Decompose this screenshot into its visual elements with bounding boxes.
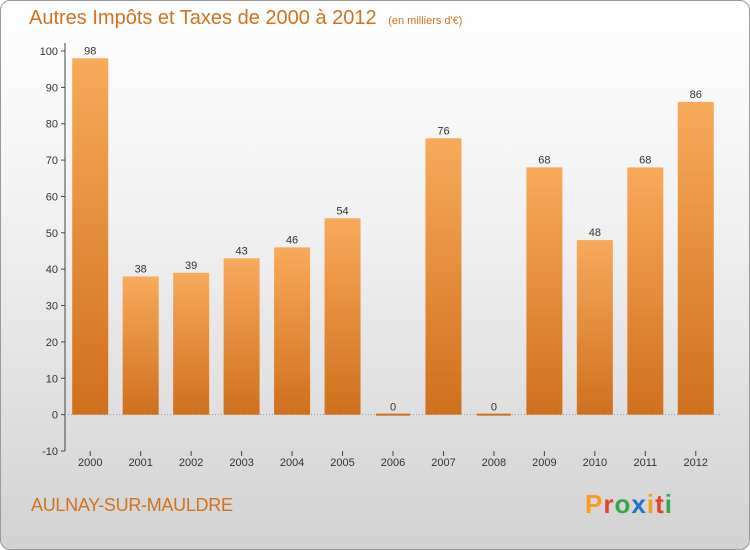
x-tick-label: 2010 [583, 457, 607, 469]
x-tick-label: 2004 [280, 457, 304, 469]
proxiti-logo: Proxiti [585, 489, 673, 520]
x-tick-label: 2000 [78, 457, 102, 469]
y-tick-label: 100 [40, 46, 58, 58]
x-tick-label: 2001 [128, 457, 152, 469]
data-label: 48 [589, 227, 601, 239]
data-label: 46 [286, 234, 298, 246]
y-tick-label: 70 [46, 155, 58, 167]
data-label: 86 [690, 89, 702, 101]
x-tick-label: 2011 [633, 457, 657, 469]
bar [324, 218, 361, 415]
x-tick-label: 2003 [229, 457, 253, 469]
data-label: 68 [538, 154, 550, 166]
y-tick-label: 30 [46, 301, 58, 313]
y-tick-label: 10 [46, 373, 58, 385]
bar [425, 138, 462, 415]
bar [274, 247, 311, 415]
y-tick-label: 50 [46, 228, 58, 240]
y-tick-label: 0 [52, 410, 58, 422]
data-label: 54 [336, 205, 348, 217]
bar [576, 240, 613, 415]
data-label: 43 [235, 245, 247, 257]
data-label: 39 [185, 260, 197, 272]
y-tick-label: 90 [46, 82, 58, 94]
x-tick-label: 2006 [381, 457, 405, 469]
logo-letter: x [631, 489, 647, 519]
bar [122, 276, 159, 415]
x-tick-label: 2009 [532, 457, 556, 469]
bar [376, 413, 410, 416]
data-label: 68 [639, 154, 651, 166]
bar [677, 101, 714, 415]
chart-title-text: Autres Impôts et Taxes de 2000 à 2012 [29, 7, 377, 29]
bar [476, 413, 511, 416]
logo-letter: o [614, 489, 632, 519]
chart-title: Autres Impôts et Taxes de 2000 à 2012 (e… [29, 7, 462, 30]
logo-letter: i [646, 489, 656, 519]
logo-letter: t [655, 489, 665, 519]
y-tick-label: 20 [46, 337, 58, 349]
chart-unit-note: (en milliers d'€) [388, 15, 463, 27]
bar [526, 167, 563, 415]
x-tick-label: 2007 [431, 457, 455, 469]
logo-letter: P [585, 489, 604, 519]
bar [223, 258, 260, 415]
commune-name: AULNAY-SUR-MAULDRE [31, 495, 233, 515]
x-tick-label: 2002 [179, 457, 203, 469]
bar [72, 58, 109, 415]
x-tick-label: 2012 [684, 457, 708, 469]
logo-letter: i [664, 489, 673, 519]
y-tick-label: 40 [46, 264, 58, 276]
y-tick-label: -10 [42, 446, 58, 458]
data-label: 38 [135, 263, 147, 275]
logo-letter: r [603, 489, 615, 519]
y-tick-label: 60 [46, 191, 58, 203]
data-label: 0 [491, 402, 497, 414]
x-tick-label: 2005 [330, 457, 354, 469]
x-tick-label: 2008 [482, 457, 506, 469]
data-label: 98 [84, 45, 96, 57]
data-label: 76 [437, 125, 449, 137]
bar [173, 272, 210, 415]
bar [627, 167, 664, 415]
data-label: 0 [390, 402, 396, 414]
y-tick-label: 80 [46, 119, 58, 131]
